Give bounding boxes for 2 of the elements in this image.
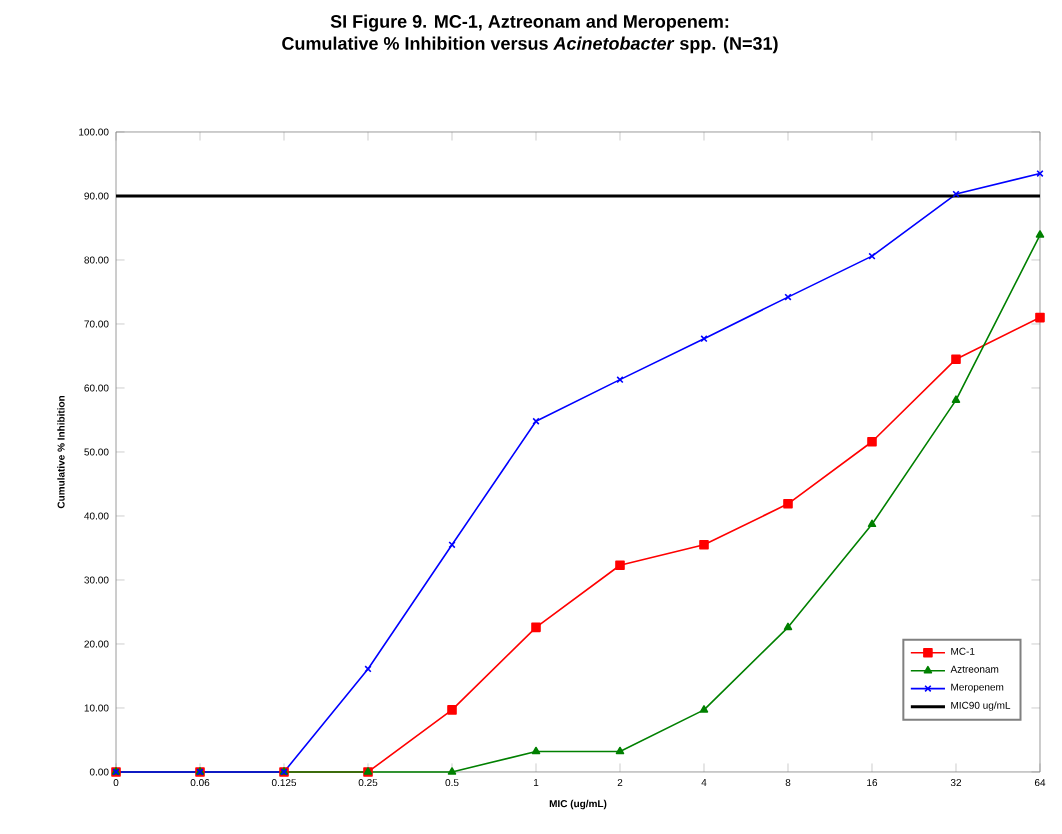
chart-subtitle: Cumulative % Inhibition versus Acinetobacter spp. (N=31)	[282, 36, 778, 54]
chart-title: SI Figure 9. MC-1, Aztreonam and Meropenem:	[330, 14, 729, 32]
